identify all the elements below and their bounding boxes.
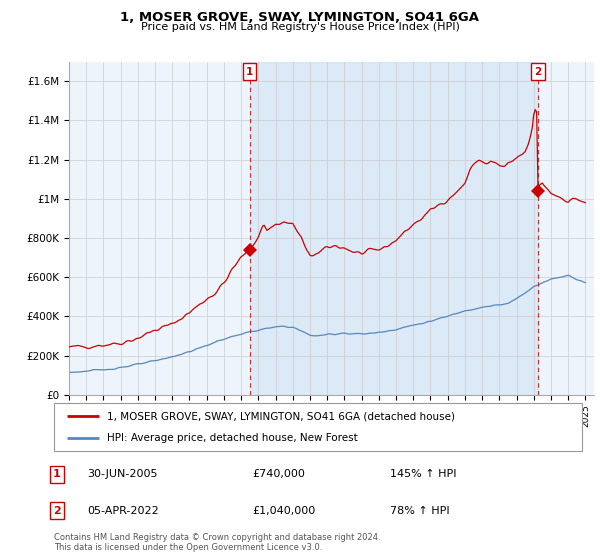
Text: £740,000: £740,000 (252, 469, 305, 479)
Text: 2: 2 (53, 506, 61, 516)
Text: 78% ↑ HPI: 78% ↑ HPI (390, 506, 449, 516)
Text: 1, MOSER GROVE, SWAY, LYMINGTON, SO41 6GA: 1, MOSER GROVE, SWAY, LYMINGTON, SO41 6G… (121, 11, 479, 24)
Text: 05-APR-2022: 05-APR-2022 (87, 506, 159, 516)
Text: 2: 2 (535, 67, 542, 77)
Text: This data is licensed under the Open Government Licence v3.0.: This data is licensed under the Open Gov… (54, 543, 322, 552)
Text: 30-JUN-2005: 30-JUN-2005 (87, 469, 157, 479)
Text: 1, MOSER GROVE, SWAY, LYMINGTON, SO41 6GA (detached house): 1, MOSER GROVE, SWAY, LYMINGTON, SO41 6G… (107, 411, 455, 421)
Text: £1,040,000: £1,040,000 (252, 506, 315, 516)
FancyBboxPatch shape (54, 403, 582, 451)
Text: 1: 1 (53, 469, 61, 479)
Text: Price paid vs. HM Land Registry's House Price Index (HPI): Price paid vs. HM Land Registry's House … (140, 22, 460, 32)
Text: 145% ↑ HPI: 145% ↑ HPI (390, 469, 457, 479)
Bar (250, 62, 538, 395)
Text: 1: 1 (246, 67, 253, 77)
Text: Contains HM Land Registry data © Crown copyright and database right 2024.: Contains HM Land Registry data © Crown c… (54, 533, 380, 542)
Text: HPI: Average price, detached house, New Forest: HPI: Average price, detached house, New … (107, 433, 358, 443)
